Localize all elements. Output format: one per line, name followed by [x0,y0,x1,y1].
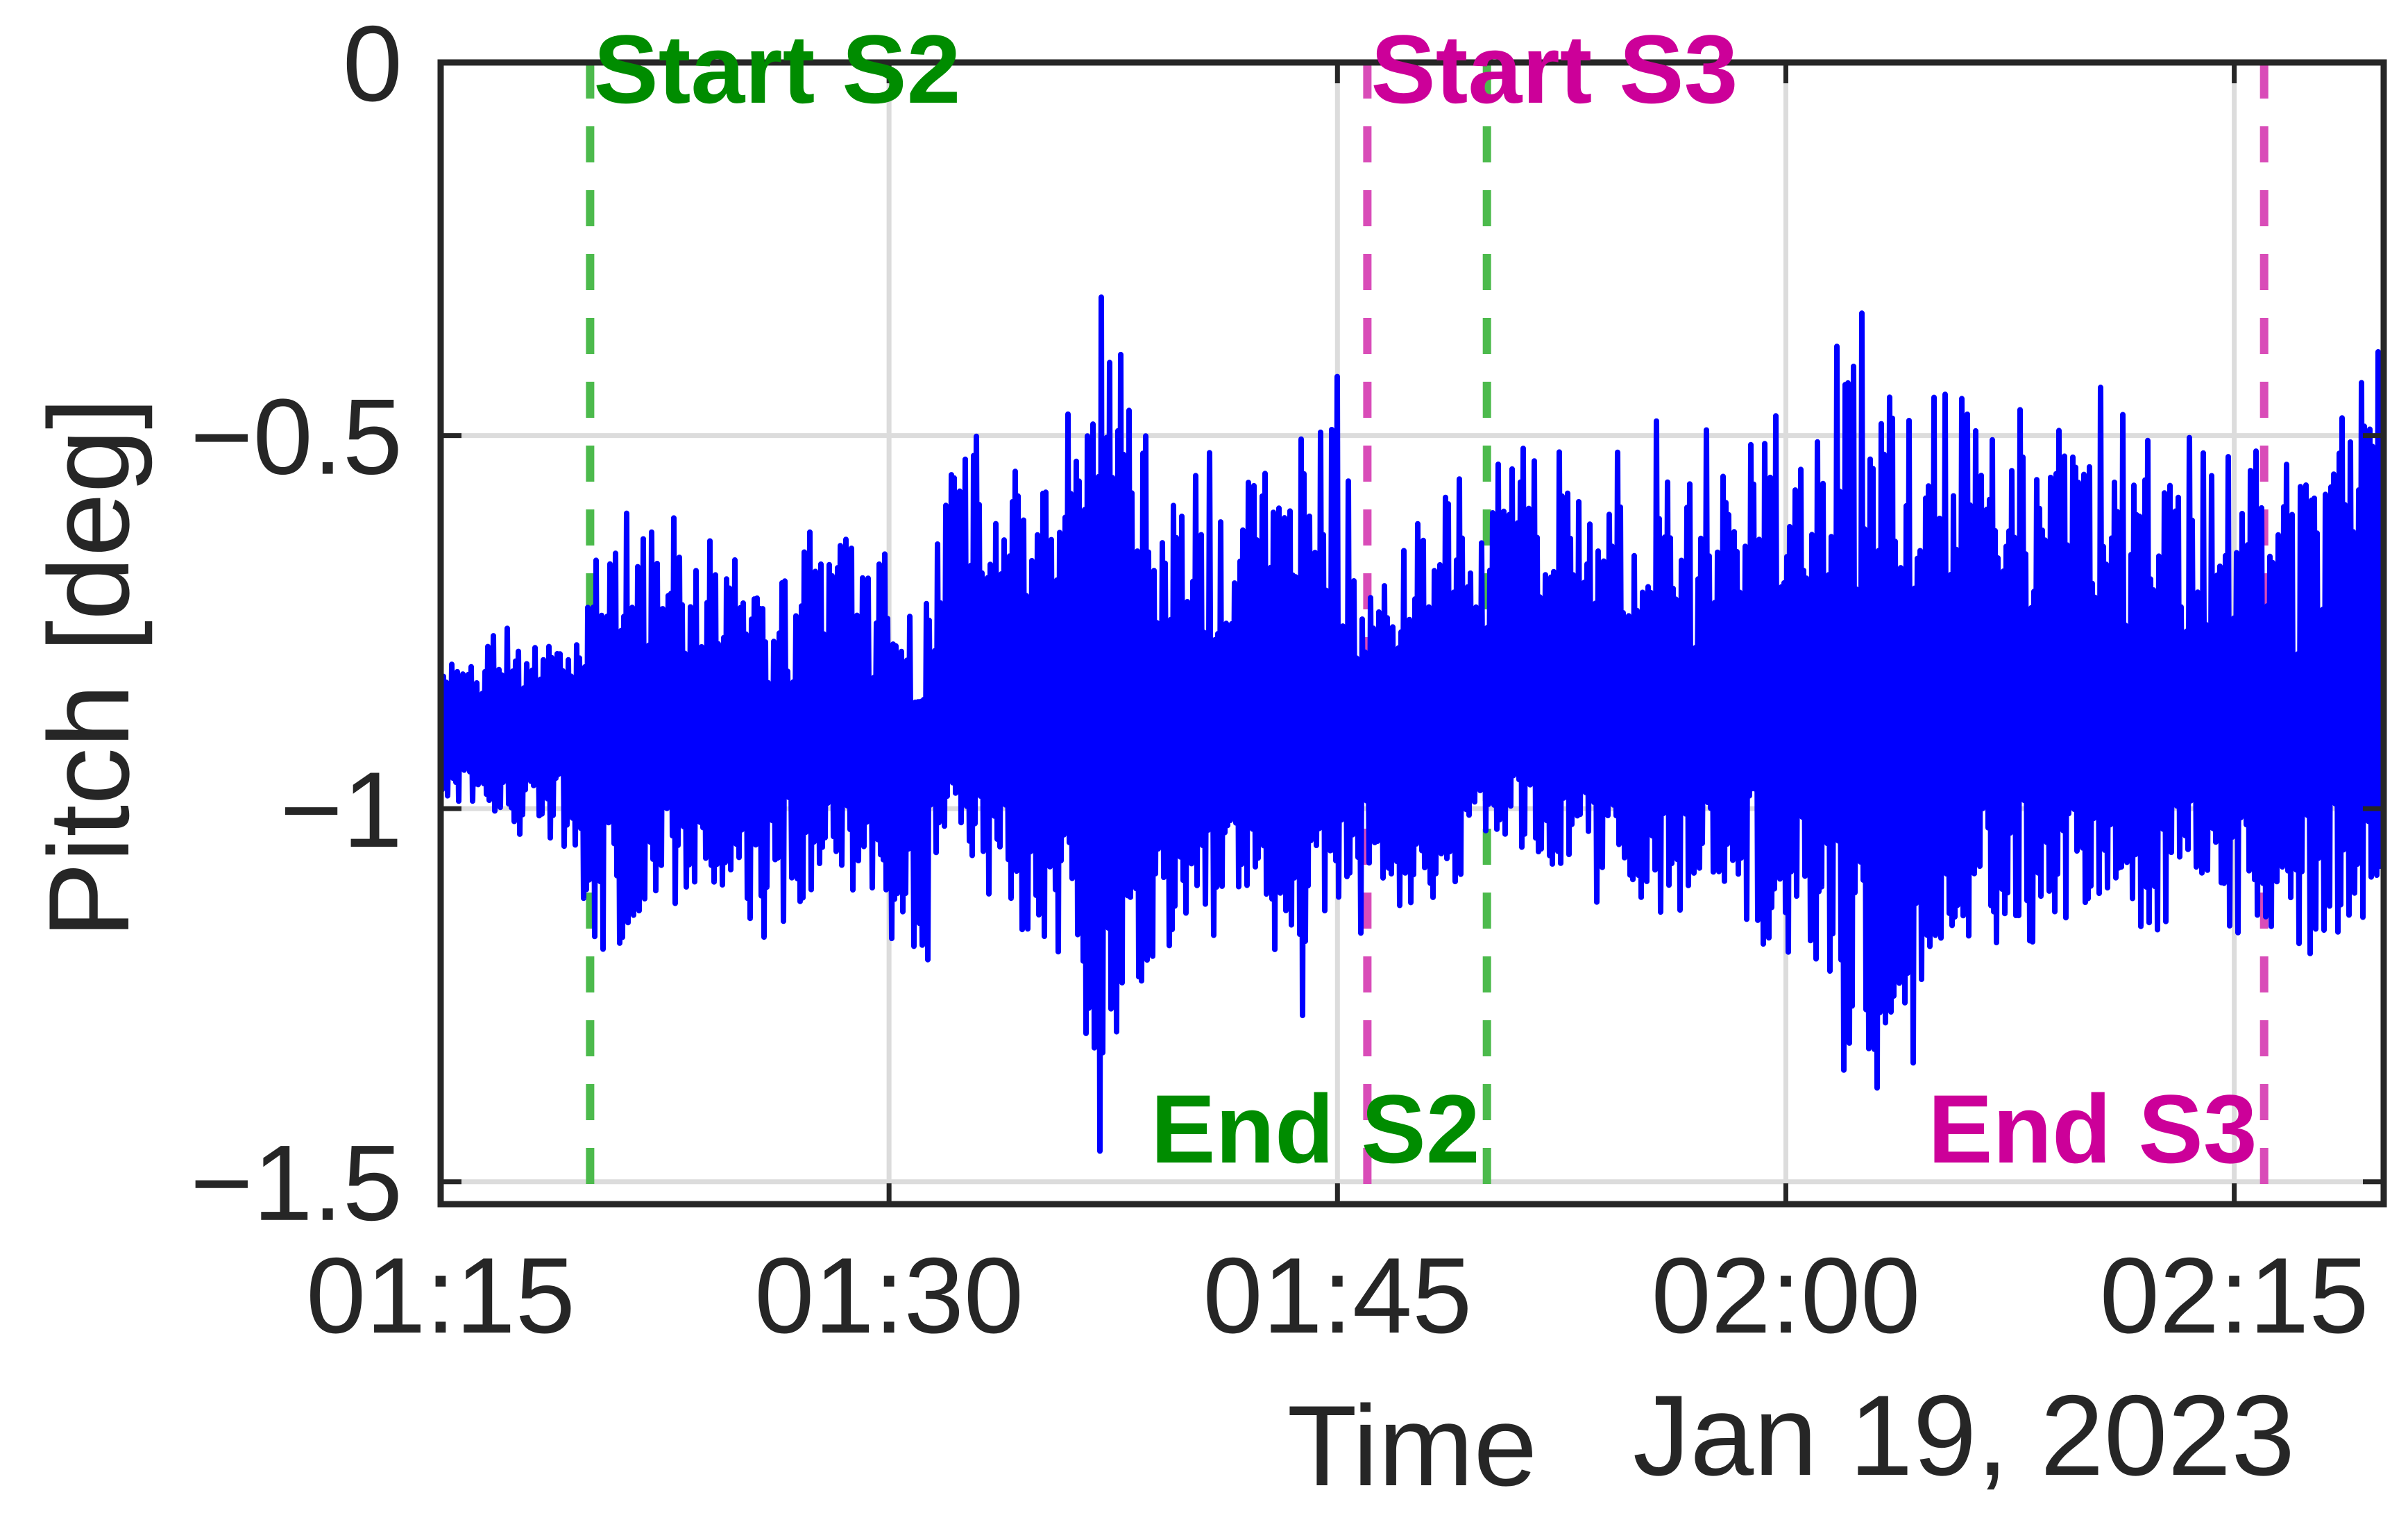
y-axis-label: Pitch [deg] [25,398,153,939]
series-layer [438,294,2386,1154]
y-tick-label: −1.5 [190,1123,402,1243]
y-tick-label: 0 [343,3,402,124]
event-label: End S2 [1151,1074,1480,1183]
x-tick-label: 02:00 [1652,1235,1921,1355]
tick-layer: 01:15 01:30 01:45 02:00 02:15 0 −0.5 −1 −1.5 [190,3,2384,1355]
x-axis-label: Time [1287,1382,1538,1510]
event-labels: Start S2 End S2 Start S3 End S3 [593,15,2257,1183]
y-tick-label: −1 [280,750,402,870]
x-tick-label: 01:15 [306,1235,575,1355]
pitch-series-line [438,294,2386,1154]
x-axis-date-label: Jan 19, 2023 [1633,1371,2295,1499]
y-tick-label: −0.5 [190,377,402,497]
x-tick-label: 01:30 [754,1235,1024,1355]
event-label: Start S2 [593,15,960,124]
plot-frame [437,59,2387,1208]
event-label: End S3 [1928,1074,2257,1183]
x-tick-label: 01:45 [1203,1235,1472,1355]
event-label: Start S3 [1371,15,1738,124]
x-tick-label: 02:15 [2100,1235,2369,1355]
